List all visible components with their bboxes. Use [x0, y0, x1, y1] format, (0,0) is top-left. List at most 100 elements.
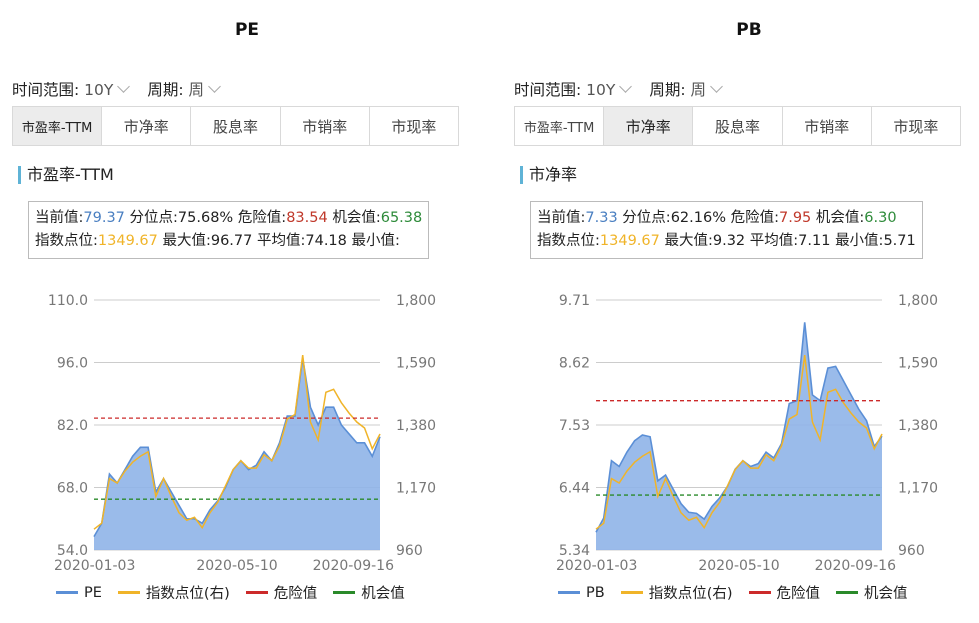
tab-pe-ttm[interactable]: 市盈率-TTM — [515, 107, 605, 145]
panel-title: PB — [736, 20, 762, 40]
index-series-line — [595, 354, 883, 530]
y-right-tick-label: 1,170 — [396, 481, 436, 497]
chance-label: 机会值: — [815, 210, 865, 226]
legend-label: 危险值 — [273, 586, 318, 602]
legend-label: 机会值 — [864, 586, 908, 602]
current-value: 79.37 — [83, 210, 125, 226]
y-right-tick-label: 1,800 — [898, 293, 938, 309]
y-right-tick-label: 960 — [898, 543, 925, 559]
tab-pe-ttm[interactable]: 市盈率-TTM — [13, 107, 103, 145]
stats-row-2: 指数点位:1349.67 最大值:9.32 平均值:7.11 最小值:5.71 — [537, 230, 916, 253]
chevron-down-icon — [619, 80, 633, 93]
y-right-tick-label: 960 — [396, 543, 423, 559]
y-left-tick-label: 6.44 — [559, 481, 590, 497]
index-value: 1349.67 — [599, 233, 660, 249]
metric-tabs: 市盈率-TTM 市净率 股息率 市销率 市现率 — [514, 106, 961, 146]
y-right-tick-label: 1,590 — [396, 356, 436, 372]
tab-pb[interactable]: 市净率 — [604, 107, 694, 145]
range-value: 10Y — [84, 81, 114, 99]
metric-tabs: 市盈率-TTM 市净率 股息率 市销率 市现率 — [12, 106, 459, 146]
chance-label: 机会值: — [332, 210, 381, 226]
range-select[interactable]: 时间范围: 10Y — [514, 78, 633, 100]
stats-row-2: 指数点位:1349.67 最大值:96.77 平均值:74.18 最小值: — [35, 230, 422, 253]
index-label: 指数点位: — [537, 233, 600, 249]
legend-label: PE — [84, 584, 102, 601]
current-label: 当前值: — [537, 210, 586, 226]
y-left-tick-label: 68.0 — [57, 481, 88, 497]
section-title: 市盈率-TTM — [18, 166, 114, 184]
danger-value: 83.54 — [286, 210, 328, 226]
percentile-label: 分位点: — [129, 210, 178, 226]
max-value: 9.32 — [712, 233, 746, 249]
period-label: 周期: — [147, 81, 184, 99]
filters: 时间范围: 10Y 周期: 周 — [514, 78, 735, 100]
x-tick-label: 2020-01-03 — [54, 558, 135, 574]
tab-pcf[interactable]: 市现率 — [893, 117, 939, 136]
legend-item-index[interactable]: 指数点位(右) — [117, 582, 230, 603]
y-left-tick-label: 7.53 — [559, 418, 590, 434]
legend-label: PB — [586, 584, 605, 601]
index-label: 指数点位: — [35, 233, 98, 249]
stats-row-1: 当前值:7.33 分位点:62.16% 危险值:7.95 机会值:6.30 — [537, 207, 916, 230]
range-label: 时间范围: — [514, 81, 582, 99]
y-left-tick-label: 54.0 — [57, 543, 88, 559]
legend-item-danger[interactable]: 危险值 — [748, 582, 821, 603]
tab-pcf[interactable]: 市现率 — [391, 117, 437, 136]
tab-ps[interactable]: 市销率 — [281, 107, 370, 145]
legend-label: 指数点位(右) — [648, 586, 733, 602]
period-select[interactable]: 周期: 周 — [147, 78, 221, 100]
chance-value: 65.38 — [380, 210, 423, 226]
pb-chart: 9.71 1,800 8.62 1,590 7.53 1,380 6.44 1,170 5.34… — [556, 293, 938, 574]
primary-area — [596, 322, 882, 550]
max-label: 最大值: — [664, 233, 713, 249]
period-select[interactable]: 周期: 周 — [649, 78, 723, 100]
legend-label: 机会值 — [361, 586, 405, 602]
y-right-tick-label: 1,800 — [396, 293, 436, 309]
legend-item-primary[interactable]: PB — [558, 585, 605, 601]
stats-box: 当前值:79.37 分位点:75.68% 危险值:83.54 机会值:65.38… — [28, 201, 430, 259]
tab-dividend[interactable]: 股息率 — [693, 107, 783, 145]
x-tick-label: 2020-05-10 — [698, 558, 779, 574]
danger-label: 危险值: — [237, 210, 287, 226]
tab-pb[interactable]: 市净率 — [102, 107, 192, 145]
y-left-tick-label: 9.71 — [559, 293, 590, 309]
legend-item-danger[interactable]: 危险值 — [245, 582, 318, 603]
legend-item-chance[interactable]: 机会值 — [333, 582, 405, 603]
danger-value: 7.95 — [778, 210, 812, 226]
max-value: 96.77 — [210, 233, 253, 249]
range-select[interactable]: 时间范围: 10Y — [12, 78, 131, 100]
legend-label: 危险值 — [776, 586, 821, 602]
avg-label: 平均值: — [256, 233, 306, 249]
x-tick-label: 2020-05-10 — [196, 558, 277, 574]
x-tick-label: 2020-09-16 — [815, 558, 896, 574]
y-left-tick-label: 110.0 — [48, 293, 88, 309]
index-value: 1349.67 — [97, 233, 158, 249]
x-tick-label: 2020-09-16 — [313, 558, 394, 574]
avg-value: 74.18 — [305, 233, 347, 249]
percentile-value: 75.68% — [177, 210, 234, 226]
current-value: 7.33 — [585, 210, 618, 226]
legend-item-chance[interactable]: 机会值 — [836, 582, 908, 603]
tab-ps[interactable]: 市销率 — [783, 107, 872, 145]
primary-area — [94, 358, 380, 550]
y-right-tick-label: 1,590 — [898, 356, 938, 372]
panel-title: PE — [234, 20, 260, 40]
tab-dividend[interactable]: 股息率 — [191, 107, 281, 145]
y-left-tick-label: 5.34 — [559, 543, 590, 559]
avg-value: 7.11 — [798, 233, 831, 249]
legend: PE 指数点位(右) 危险值 机会值 — [56, 582, 421, 603]
legend-item-primary[interactable]: PE — [56, 585, 102, 601]
period-value: 周 — [690, 81, 706, 99]
range-label: 时间范围: — [12, 81, 80, 99]
y-left-tick-label: 82.0 — [57, 418, 88, 434]
chevron-down-icon — [208, 80, 221, 93]
legend-item-index[interactable]: 指数点位(右) — [620, 582, 733, 603]
percentile-label: 分位点: — [622, 210, 671, 226]
min-label: 最小值: — [835, 233, 884, 249]
y-right-tick-label: 1,170 — [898, 481, 938, 497]
stats-row-1: 当前值:79.37 分位点:75.68% 危险值:83.54 机会值:65.38 — [35, 207, 422, 230]
avg-label: 平均值: — [749, 233, 799, 249]
filters: 时间范围: 10Y 周期: 周 — [12, 78, 233, 100]
legend: PB 指数点位(右) 危险值 机会值 — [558, 582, 924, 603]
chevron-down-icon — [710, 80, 723, 93]
